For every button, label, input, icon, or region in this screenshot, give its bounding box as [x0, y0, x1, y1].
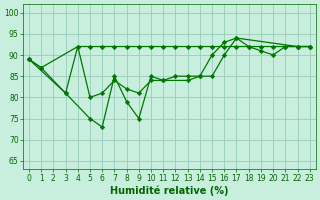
X-axis label: Humidité relative (%): Humidité relative (%) — [110, 185, 228, 196]
